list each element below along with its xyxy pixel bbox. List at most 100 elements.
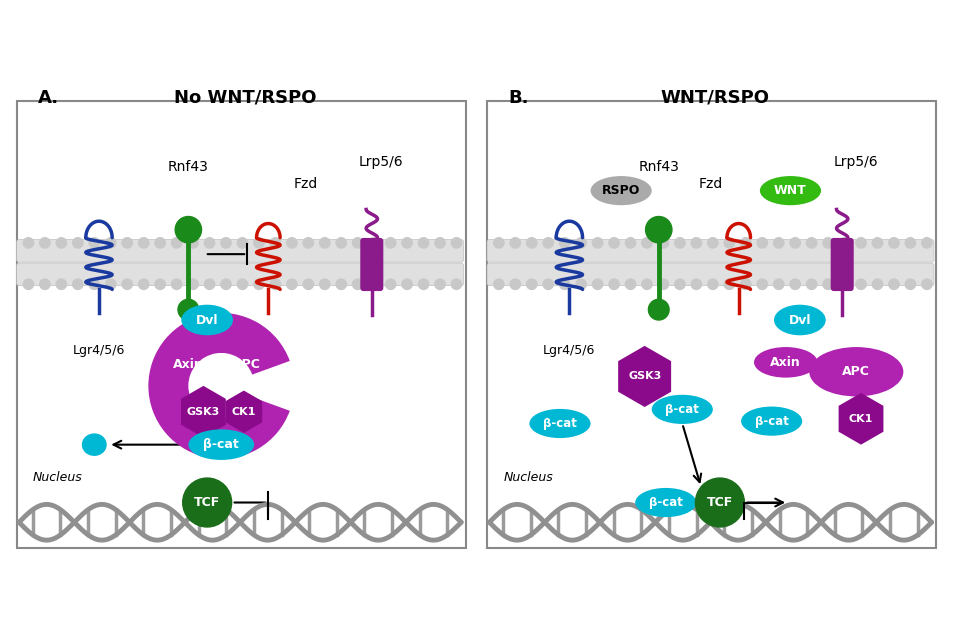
Circle shape bbox=[221, 237, 231, 248]
Circle shape bbox=[527, 237, 537, 248]
Circle shape bbox=[839, 237, 850, 248]
Circle shape bbox=[856, 237, 866, 248]
Circle shape bbox=[336, 279, 347, 289]
Ellipse shape bbox=[181, 305, 233, 335]
Text: Nucleus: Nucleus bbox=[33, 471, 83, 484]
Text: A.: A. bbox=[37, 89, 59, 107]
Text: β-cat: β-cat bbox=[665, 403, 699, 416]
Circle shape bbox=[823, 237, 833, 248]
Circle shape bbox=[889, 279, 900, 289]
Circle shape bbox=[39, 237, 50, 248]
Circle shape bbox=[527, 279, 537, 289]
Circle shape bbox=[175, 216, 202, 243]
Circle shape bbox=[806, 279, 817, 289]
Circle shape bbox=[57, 237, 66, 248]
Text: Nucleus: Nucleus bbox=[503, 471, 553, 484]
Text: Fzd: Fzd bbox=[698, 177, 723, 191]
FancyBboxPatch shape bbox=[487, 101, 936, 548]
Circle shape bbox=[106, 279, 116, 289]
Text: Dvl: Dvl bbox=[196, 314, 219, 326]
Circle shape bbox=[659, 237, 668, 248]
Text: WNT/RSPO: WNT/RSPO bbox=[660, 89, 770, 107]
Circle shape bbox=[138, 237, 149, 248]
Circle shape bbox=[172, 237, 181, 248]
Circle shape bbox=[435, 237, 445, 248]
Text: TCF: TCF bbox=[194, 496, 220, 509]
Text: No WNT/RSPO: No WNT/RSPO bbox=[174, 89, 316, 107]
Circle shape bbox=[188, 237, 198, 248]
Circle shape bbox=[839, 279, 850, 289]
Text: RSPO: RSPO bbox=[602, 184, 640, 197]
Circle shape bbox=[369, 279, 379, 289]
Circle shape bbox=[57, 279, 66, 289]
Text: β-cat: β-cat bbox=[755, 415, 788, 428]
Circle shape bbox=[642, 237, 652, 248]
Circle shape bbox=[352, 237, 363, 248]
Circle shape bbox=[386, 279, 396, 289]
Circle shape bbox=[695, 478, 744, 527]
Circle shape bbox=[287, 279, 297, 289]
Circle shape bbox=[270, 279, 280, 289]
Ellipse shape bbox=[590, 176, 652, 205]
Circle shape bbox=[303, 237, 314, 248]
Circle shape bbox=[576, 279, 587, 289]
Polygon shape bbox=[618, 346, 671, 407]
Ellipse shape bbox=[809, 347, 903, 396]
Circle shape bbox=[336, 237, 347, 248]
Circle shape bbox=[402, 237, 412, 248]
Polygon shape bbox=[839, 393, 883, 445]
Circle shape bbox=[402, 279, 412, 289]
Text: B.: B. bbox=[508, 89, 529, 107]
Circle shape bbox=[320, 279, 330, 289]
Text: Lgr4/5/6: Lgr4/5/6 bbox=[73, 344, 125, 357]
Circle shape bbox=[905, 237, 916, 248]
Text: Lrp5/6: Lrp5/6 bbox=[359, 156, 403, 170]
Ellipse shape bbox=[741, 406, 803, 436]
Circle shape bbox=[724, 237, 734, 248]
Circle shape bbox=[493, 279, 504, 289]
Circle shape bbox=[221, 279, 231, 289]
Polygon shape bbox=[226, 390, 262, 433]
Circle shape bbox=[543, 279, 553, 289]
Circle shape bbox=[592, 237, 603, 248]
Circle shape bbox=[659, 279, 668, 289]
Circle shape bbox=[708, 237, 718, 248]
Circle shape bbox=[724, 279, 734, 289]
Circle shape bbox=[790, 279, 801, 289]
Circle shape bbox=[303, 279, 314, 289]
FancyBboxPatch shape bbox=[487, 263, 934, 285]
Circle shape bbox=[89, 279, 100, 289]
Circle shape bbox=[889, 237, 900, 248]
Circle shape bbox=[675, 237, 685, 248]
Circle shape bbox=[237, 279, 248, 289]
Circle shape bbox=[609, 237, 619, 248]
Circle shape bbox=[922, 279, 932, 289]
Circle shape bbox=[369, 237, 379, 248]
Circle shape bbox=[451, 279, 462, 289]
Circle shape bbox=[122, 237, 132, 248]
Circle shape bbox=[576, 237, 587, 248]
Polygon shape bbox=[181, 386, 226, 438]
Circle shape bbox=[253, 237, 264, 248]
Text: GSK3: GSK3 bbox=[628, 371, 661, 381]
Circle shape bbox=[106, 237, 116, 248]
Text: CK1: CK1 bbox=[231, 407, 256, 417]
Circle shape bbox=[675, 279, 685, 289]
Circle shape bbox=[188, 279, 198, 289]
Circle shape bbox=[23, 279, 34, 289]
Circle shape bbox=[204, 279, 215, 289]
Text: Lrp5/6: Lrp5/6 bbox=[834, 156, 878, 170]
Circle shape bbox=[691, 237, 702, 248]
Circle shape bbox=[386, 237, 396, 248]
Circle shape bbox=[774, 279, 784, 289]
FancyBboxPatch shape bbox=[487, 239, 934, 262]
Circle shape bbox=[806, 237, 817, 248]
Circle shape bbox=[73, 237, 83, 248]
Circle shape bbox=[204, 237, 215, 248]
Text: WNT: WNT bbox=[774, 184, 806, 197]
Text: CK1: CK1 bbox=[849, 414, 874, 424]
FancyBboxPatch shape bbox=[16, 101, 466, 548]
Text: β-cat: β-cat bbox=[649, 496, 683, 509]
Text: Fzd: Fzd bbox=[294, 177, 318, 191]
Circle shape bbox=[560, 237, 570, 248]
